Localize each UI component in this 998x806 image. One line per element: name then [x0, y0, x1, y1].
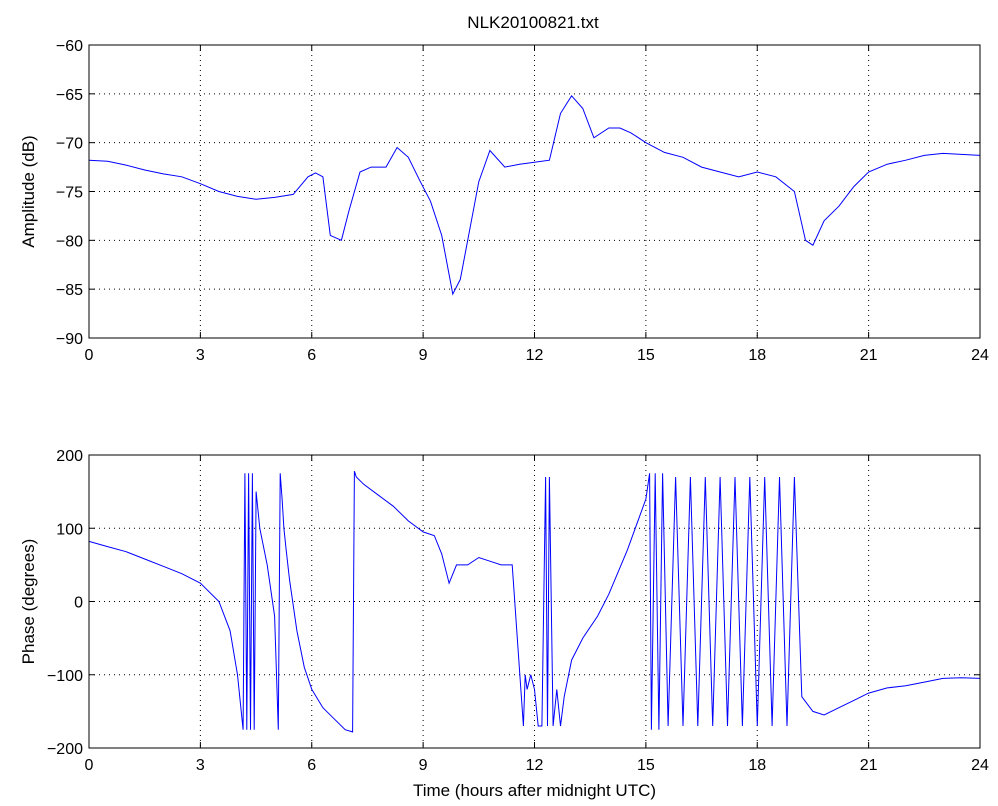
- phase-x-tick-label: 0: [85, 757, 94, 774]
- amplitude-x-tick-label: 6: [307, 347, 316, 364]
- amplitude-y-tick-label: −80: [56, 233, 83, 250]
- phase-series-line: [88, 470, 981, 733]
- amplitude-y-tick-label: −70: [56, 136, 83, 153]
- amplitude-axes-frame: [88, 44, 981, 339]
- amplitude-y-tick-label: −90: [56, 331, 83, 348]
- amplitude-x-tick-label: 24: [971, 347, 989, 364]
- phase-x-tick-label: 21: [860, 757, 878, 774]
- amplitude-y-tick-label: −85: [56, 282, 83, 299]
- phase-y-tick-label: 0: [74, 595, 83, 612]
- phase-y-tick-label: 100: [56, 521, 83, 538]
- phase-x-tick-label: 18: [748, 757, 766, 774]
- phase-axes-frame: [88, 454, 981, 749]
- phase-x-tick-label: 24: [971, 757, 989, 774]
- amplitude-x-tick-label: 18: [748, 347, 766, 364]
- phase-panel: 0 3 6 9 12 15 18 21 24 −200 −100 0 100 200 Phase (deg…: [19, 448, 989, 800]
- phase-grid: [89, 455, 980, 748]
- phase-x-tick-label: 12: [526, 757, 544, 774]
- amplitude-series-line: [88, 94, 981, 296]
- phase-y-tick-label: −200: [47, 741, 83, 758]
- phase-y-tick-label: −100: [47, 668, 83, 685]
- amplitude-y-tick-label: −75: [56, 185, 83, 202]
- phase-x-tick-label: 3: [196, 757, 205, 774]
- amplitude-x-tick-label: 21: [860, 347, 878, 364]
- amplitude-x-tick-label: 9: [419, 347, 428, 364]
- amplitude-x-tick-label: 3: [196, 347, 205, 364]
- phase-x-axis-label: Time (hours after midnight UTC): [413, 781, 656, 800]
- phase-ticks: 0 3 6 9 12 15 18 21 24 −200 −100 0 100 200: [47, 448, 989, 774]
- amplitude-grid: [89, 45, 980, 338]
- amplitude-ticks: 0 3 6 9 12 15 18 21 24 −90 −85 −80 −75 −70 −65 −60: [56, 38, 989, 364]
- amplitude-y-tick-label: −65: [56, 87, 83, 104]
- amplitude-y-tick-label: −60: [56, 38, 83, 55]
- chart-title: NLK20100821.txt: [467, 13, 599, 32]
- phase-y-axis-label: Phase (degrees): [19, 539, 38, 665]
- amplitude-x-tick-label: 15: [637, 347, 655, 364]
- amplitude-x-tick-label: 0: [85, 347, 94, 364]
- phase-x-tick-label: 6: [307, 757, 316, 774]
- phase-y-tick-label: 200: [56, 448, 83, 465]
- amplitude-y-axis-label: Amplitude (dB): [19, 135, 38, 247]
- amplitude-x-tick-label: 12: [526, 347, 544, 364]
- amplitude-panel: NLK20100821.txt 0 3 6 9 12 15 18 21 24 −90 −85 −80 −…: [19, 13, 989, 364]
- phase-x-tick-label: 15: [637, 757, 655, 774]
- phase-x-tick-label: 9: [419, 757, 428, 774]
